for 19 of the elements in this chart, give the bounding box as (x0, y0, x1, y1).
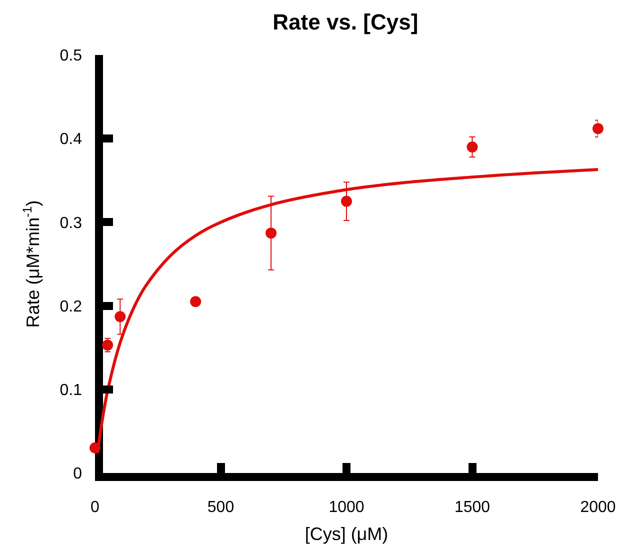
point (114, 311, 126, 322)
x-tick-label: 1000 (328, 499, 364, 516)
point (466, 141, 478, 152)
y-tick-label: 0.2 (60, 298, 82, 316)
point (592, 123, 604, 134)
x-tick-label: 500 (207, 499, 234, 516)
x-tick-label: 1500 (454, 499, 490, 516)
x-axis-title: [Cys] (μM) (304, 524, 388, 544)
point (341, 196, 352, 207)
x-tick-label: 2000 (580, 499, 616, 516)
y-tick-label: 0 (73, 466, 82, 483)
point (190, 296, 202, 308)
y-tick-label: 0.5 (60, 48, 82, 65)
y-tick-label: 0.1 (60, 382, 82, 399)
point (266, 228, 277, 239)
x-tick-label: 0 (90, 499, 100, 516)
y-tick-label: 0.3 (60, 214, 82, 232)
y-tick-label: 0.4 (60, 131, 82, 148)
chart-title: Rate vs. [Cys] (272, 9, 418, 34)
